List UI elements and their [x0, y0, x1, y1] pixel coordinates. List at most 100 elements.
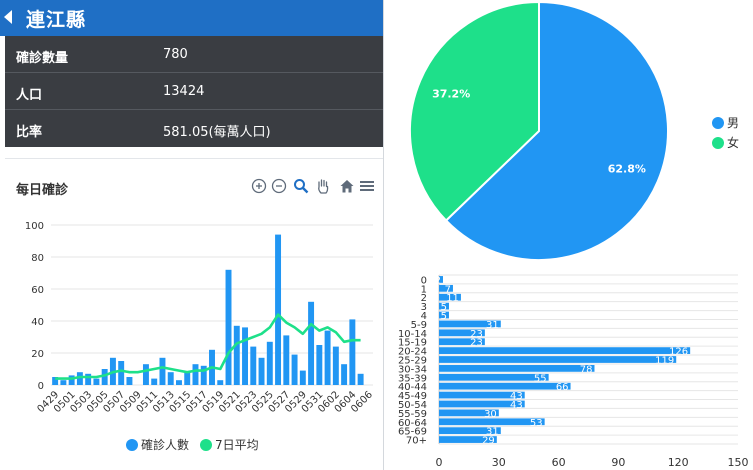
value-label: 30 — [484, 409, 497, 420]
pie-slice — [444, 0, 669, 261]
category-label: 70+ — [406, 436, 427, 447]
slice-label: 37.2% — [432, 88, 470, 101]
x-tick-label: 30 — [492, 456, 506, 469]
category-label: 15-19 — [398, 338, 427, 349]
bar — [242, 327, 248, 385]
legend-label: 7日平均 — [215, 438, 259, 452]
bar — [299, 370, 306, 385]
bar — [85, 373, 92, 385]
back-arrow-icon[interactable] — [4, 10, 12, 24]
category-label: 0 — [421, 275, 427, 286]
legend-item-7day-avg[interactable]: 7日平均 — [200, 436, 259, 453]
legend-label: 女 — [727, 136, 740, 150]
category-label: 65-69 — [398, 427, 427, 438]
category-label: 45-49 — [398, 391, 427, 402]
x-tick-label: 150 — [728, 456, 749, 469]
bar — [118, 361, 125, 385]
value-label: 11 — [446, 293, 459, 304]
bar — [439, 427, 501, 435]
bar — [349, 319, 356, 385]
legend-item-male[interactable]: 男 — [712, 114, 739, 131]
category-label: 50-54 — [398, 400, 427, 411]
bar — [200, 365, 207, 385]
bar — [439, 302, 449, 310]
bar — [176, 380, 182, 385]
legend-marker — [126, 439, 138, 451]
category-label: 25-29 — [398, 356, 427, 367]
bar — [439, 418, 545, 426]
value-label: 126 — [669, 347, 688, 358]
legend-marker — [712, 137, 724, 149]
bar — [142, 364, 149, 385]
pan-hand-icon[interactable] — [314, 178, 332, 196]
stat-value: 13424 — [163, 84, 205, 99]
zoom-in-icon[interactable] — [250, 178, 268, 196]
bar — [332, 346, 339, 385]
bar — [439, 293, 461, 301]
bar — [275, 234, 282, 385]
bar — [52, 377, 59, 385]
bar — [225, 269, 232, 385]
bar — [217, 380, 224, 385]
value-label: 5 — [441, 302, 447, 313]
bar — [291, 354, 298, 385]
value-label: 23 — [470, 329, 483, 340]
category-label: 55-59 — [398, 409, 427, 420]
y-tick-label: 0 — [38, 381, 44, 392]
value-label: 2 — [435, 275, 441, 286]
bar — [76, 372, 83, 385]
daily-cases-chart: 0204060801000429050105030505050705090511… — [25, 221, 375, 415]
category-label: 60-64 — [398, 418, 427, 429]
bar — [439, 391, 525, 399]
legend-item-female[interactable]: 女 — [712, 134, 739, 151]
bar — [93, 378, 100, 385]
x-tick-label: 0 — [436, 456, 443, 469]
category-label: 5-9 — [411, 320, 427, 331]
x-tick-label: 60 — [552, 456, 566, 469]
bar — [439, 373, 549, 381]
page-title: 連江縣 — [26, 9, 87, 31]
y-tick-label: 40 — [31, 317, 44, 328]
value-label: 31 — [486, 427, 499, 438]
x-tick-label: 120 — [668, 456, 689, 469]
bar — [167, 372, 174, 385]
stat-label: 確診數量 — [16, 51, 69, 66]
category-label: 2 — [421, 293, 427, 304]
bar — [439, 329, 485, 337]
bar — [258, 357, 265, 385]
chart-title: 每日確診 — [16, 183, 69, 198]
legend-label: 確診人數 — [141, 438, 190, 452]
stat-value: 581.05(每萬人口) — [163, 125, 271, 140]
category-label: 4 — [421, 311, 427, 322]
title-bar: 連江縣 — [0, 0, 383, 36]
bar — [68, 375, 75, 385]
bar — [439, 382, 571, 390]
value-label: 43 — [510, 391, 523, 402]
value-label: 119 — [655, 356, 674, 367]
value-label: 78 — [580, 364, 593, 375]
panel-divider — [383, 0, 384, 470]
bar — [283, 335, 290, 385]
gender-pie-chart: 62.8% 37.2% — [409, 0, 669, 261]
legend-marker — [712, 117, 724, 129]
pie-slice — [409, 0, 540, 222]
bar — [439, 276, 443, 283]
category-label: 40-44 — [398, 382, 427, 393]
value-label: 31 — [486, 320, 499, 331]
bar — [159, 357, 166, 385]
stat-label: 比率 — [16, 125, 43, 140]
value-label: 53 — [530, 418, 543, 429]
bar — [266, 341, 273, 385]
home-icon[interactable] — [338, 178, 356, 196]
magnifier-icon[interactable] — [292, 178, 310, 196]
stat-row-ratio: 比率 581.05(每萬人口) — [5, 110, 383, 147]
zoom-out-icon[interactable] — [270, 178, 288, 196]
menu-icon[interactable] — [358, 178, 376, 196]
x-tick-label: 90 — [611, 456, 625, 469]
bar — [439, 436, 497, 443]
legend-marker — [200, 439, 212, 451]
bar — [126, 377, 133, 385]
legend-item-cases[interactable]: 確診人數 — [126, 436, 189, 453]
bar — [357, 373, 364, 385]
